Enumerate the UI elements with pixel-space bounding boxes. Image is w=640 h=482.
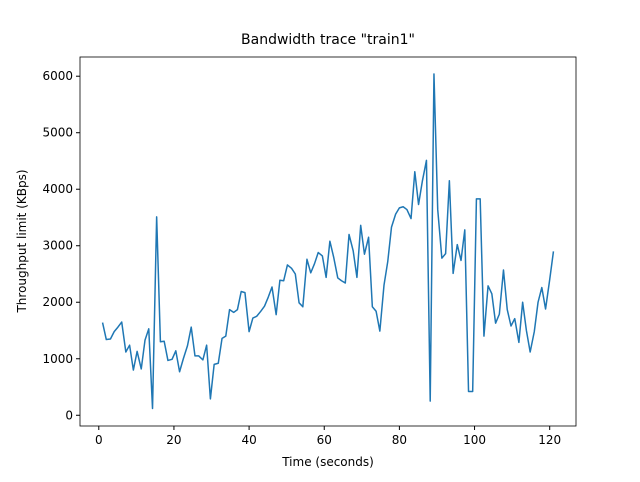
x-tick-label: 20 bbox=[166, 433, 181, 447]
y-axis-label: Throughput limit (KBps) bbox=[15, 169, 29, 313]
y-tick-label: 0 bbox=[65, 408, 73, 422]
y-tick-label: 6000 bbox=[42, 69, 73, 83]
data-line bbox=[101, 73, 555, 410]
y-tick-label: 4000 bbox=[42, 182, 73, 196]
x-tick-label: 60 bbox=[317, 433, 332, 447]
y-tick-label: 3000 bbox=[42, 239, 73, 253]
x-tick-label: 100 bbox=[463, 433, 486, 447]
x-axis-label: Time (seconds) bbox=[281, 455, 374, 469]
plot-frame bbox=[79, 56, 577, 427]
x-tick-label: 0 bbox=[95, 433, 103, 447]
y-tick-label: 5000 bbox=[42, 126, 73, 140]
y-tick-label: 2000 bbox=[42, 295, 73, 309]
chart-title: Bandwidth trace "train1" bbox=[241, 32, 415, 48]
x-tick-label: 120 bbox=[538, 433, 561, 447]
x-tick-label: 40 bbox=[241, 433, 256, 447]
x-tick-label: 80 bbox=[392, 433, 407, 447]
y-tick-label: 1000 bbox=[42, 352, 73, 366]
